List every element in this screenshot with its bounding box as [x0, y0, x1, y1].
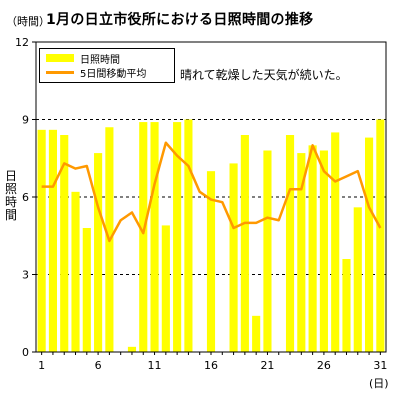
legend-bar-label: 日照時間 — [80, 54, 120, 66]
bar-day-21 — [263, 150, 272, 352]
bar-day-25 — [308, 145, 317, 352]
legend-line-swatch — [46, 70, 74, 74]
y-tick-label-12: 12 — [15, 36, 29, 49]
bar-day-10 — [139, 122, 148, 352]
bar-day-1 — [37, 129, 46, 352]
y-axis-label: 日照時間 — [4, 169, 17, 222]
bar-day-28 — [342, 259, 351, 352]
bar-day-29 — [353, 207, 362, 352]
legend-item-bar: 日照時間 — [46, 52, 120, 66]
bar-day-12 — [161, 225, 170, 352]
chart-title: 1月の日立市役所における日照時間の推移 — [46, 12, 314, 28]
y-tick-label-0: 0 — [22, 346, 29, 359]
bar-day-23 — [285, 135, 295, 352]
x-tick-label-31: 31 — [373, 359, 387, 372]
legend-item-line: 5日間移動平均 — [46, 66, 147, 80]
y-unit-label: （時間） — [6, 15, 50, 28]
x-tick-label-16: 16 — [204, 359, 218, 372]
x-tick-label-21: 21 — [260, 359, 274, 372]
bar-day-27 — [331, 132, 340, 352]
bar-day-11 — [150, 122, 159, 352]
x-tick-label-1: 1 — [38, 359, 45, 372]
y-tick-label-3: 3 — [22, 269, 29, 282]
x-axis-unit: (日) — [369, 377, 389, 390]
y-tick-label-9: 9 — [22, 114, 29, 127]
bar-day-30 — [365, 137, 374, 352]
chart-annotation: 晴れて乾燥した天気が続いた。 — [180, 68, 348, 82]
bar-day-3 — [60, 135, 69, 352]
bar-day-2 — [48, 129, 57, 352]
bar-day-20 — [252, 315, 261, 352]
bar-day-5 — [82, 228, 91, 352]
bar-day-13 — [173, 122, 182, 352]
bar-series — [37, 119, 385, 352]
bar-day-16 — [206, 171, 216, 352]
x-tick-label-26: 26 — [317, 359, 331, 372]
legend-line-label: 5日間移動平均 — [80, 68, 147, 80]
bar-day-19 — [240, 135, 249, 352]
bar-day-26 — [319, 150, 328, 352]
x-tick-label-6: 6 — [95, 359, 102, 372]
bar-day-18 — [229, 163, 238, 352]
y-tick-label-6: 6 — [22, 191, 29, 204]
bar-day-14 — [184, 119, 193, 352]
legend: 日照時間 5日間移動平均 — [39, 48, 175, 83]
bar-day-4 — [71, 191, 80, 352]
bar-day-9 — [127, 346, 137, 352]
legend-bar-swatch — [46, 54, 74, 62]
bar-day-31 — [376, 119, 385, 352]
moving-average-series — [41, 141, 382, 243]
x-tick-label-11: 11 — [148, 359, 162, 372]
bar-day-24 — [297, 153, 306, 352]
bar-day-6 — [94, 153, 103, 352]
